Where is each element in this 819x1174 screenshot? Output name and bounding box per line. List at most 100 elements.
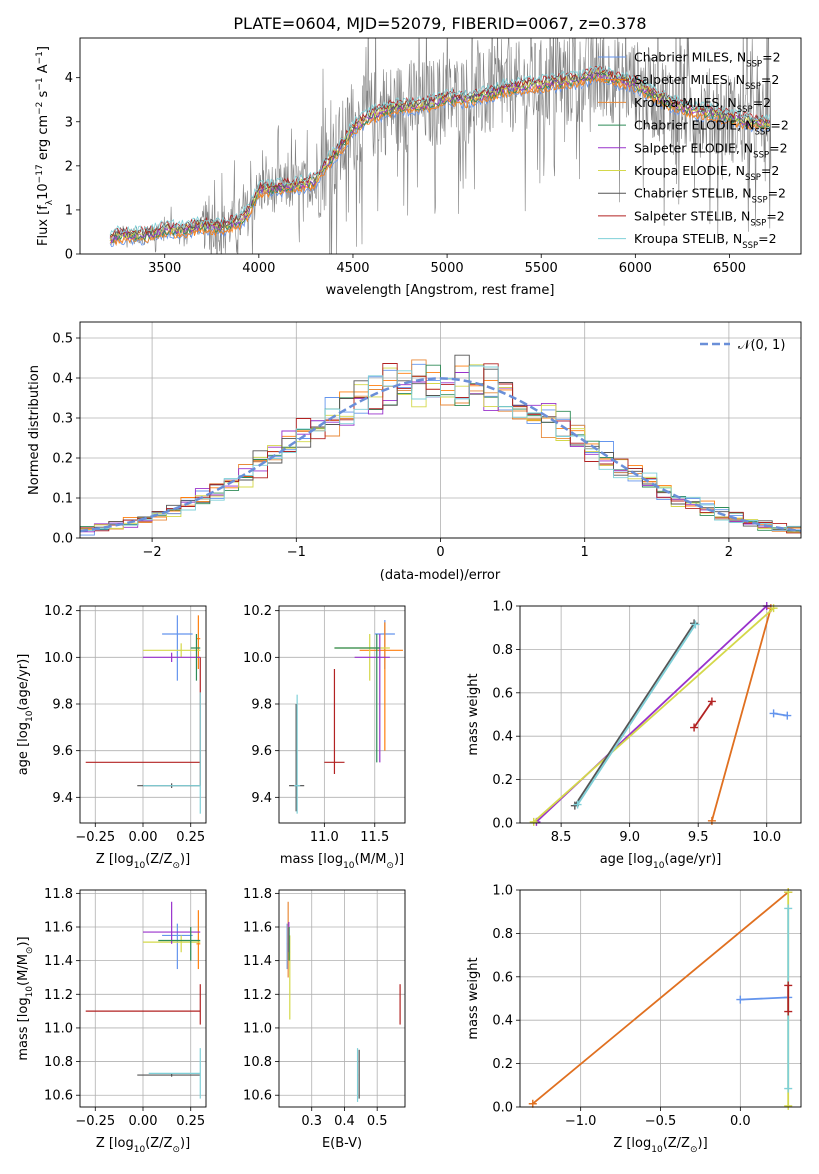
spectrum-ylabel-part: 10 bbox=[36, 183, 51, 200]
mass-vs-Z-frame bbox=[79, 889, 207, 1108]
mass-vs-Z-axes: −0.25 0.00 0.25 10.6 10.8 11.0 11.2 11.4 11.6 11.… bbox=[44, 887, 206, 1129]
weight-vs-Z-xlabel-part: 10 bbox=[651, 1145, 663, 1155]
mass-vs-ebv-ytick-label: 11.2 bbox=[243, 988, 272, 1003]
weight-vs-age-line bbox=[533, 607, 775, 823]
age-vs-Z-xlabel-part: ⊙ bbox=[172, 861, 180, 871]
weight-vs-age-marker bbox=[707, 697, 716, 706]
spectrum-xtick-label: 5000 bbox=[431, 261, 464, 276]
mass-vs-Z-ytick-label: 11.4 bbox=[44, 954, 73, 969]
age-vs-Z-frame bbox=[79, 605, 207, 824]
spectrum-ylabel: Flux [fλ10−17 erg cm−2 s−1 A−1] bbox=[35, 46, 55, 246]
age-vs-Z-xlabel-part: Z [log bbox=[96, 852, 134, 867]
spectrum-model-line bbox=[109, 72, 771, 244]
age-vs-mass-xlabel-part: (M/M bbox=[355, 852, 387, 867]
residuals-xtick-label: 1 bbox=[581, 545, 589, 560]
age-vs-Z-ylabel-part: 10 bbox=[25, 710, 35, 722]
weight-vs-Z-line bbox=[532, 891, 789, 1105]
spectrum-data-line bbox=[110, 38, 772, 254]
weight-vs-Z-line bbox=[740, 996, 789, 1001]
legend-label: Kroupa STELIB, NSSP=2 bbox=[634, 231, 777, 251]
mass-vs-Z-ytick-label: 10.8 bbox=[44, 1055, 73, 1070]
weight-vs-Z-xlabel-part: ⊙ bbox=[690, 1145, 698, 1155]
weight-vs-Z-ytick-label: 0.8 bbox=[492, 927, 513, 942]
weight-vs-Z-frame bbox=[519, 889, 802, 1108]
mass-vs-Z-ytick-label: 11.2 bbox=[44, 988, 73, 1003]
age-vs-Z-xtick-label: 0.00 bbox=[129, 830, 158, 845]
weight-vs-Z-xtick-label: −1.0 bbox=[565, 1114, 597, 1129]
legend-label-suffix: =2 bbox=[762, 50, 780, 65]
spectrum-model-line bbox=[109, 64, 771, 235]
mass-vs-Z-xtick-label: 0.25 bbox=[176, 1114, 205, 1129]
weight-vs-age-xtick-label: 10.0 bbox=[752, 830, 781, 845]
mass-vs-ebv-xtick-label: 0.5 bbox=[367, 1114, 388, 1129]
age-vs-mass-xtick-label: 11.5 bbox=[360, 830, 389, 845]
weight-vs-age-xlabel: age [log10(age/yr)] bbox=[600, 852, 722, 871]
weight-vs-Z-xtick-label: −0.5 bbox=[645, 1114, 677, 1129]
weight-vs-Z-ytick-label: 0.6 bbox=[492, 970, 513, 985]
mass-vs-ebv-xlabel-part: E(B-V) bbox=[322, 1136, 362, 1151]
spectrum-ytick-label: 3 bbox=[65, 115, 73, 130]
weight-vs-Z-ytick-label: 1.0 bbox=[492, 884, 513, 899]
weight-vs-age-marker bbox=[783, 711, 792, 720]
spectrum-ytick-label: 2 bbox=[65, 159, 73, 174]
weight-vs-Z-xtick-label: 0.0 bbox=[730, 1114, 751, 1129]
legend-label: Chabrier MILES, NSSP=2 bbox=[634, 50, 781, 70]
mass-vs-Z-xlabel: Z [log10(Z/Z⊙)] bbox=[96, 1136, 190, 1155]
spectrum-ylabel-part: −1 bbox=[35, 51, 45, 64]
normal-legend-label: 𝒩(0, 1) bbox=[738, 338, 785, 353]
spectrum-ylabel-part: Flux [f bbox=[36, 205, 51, 246]
residuals-xtick-label: 0 bbox=[436, 545, 444, 560]
age-vs-Z-xlabel-part: 10 bbox=[134, 861, 146, 871]
mass-vs-Z-xlabel-part: )] bbox=[180, 1136, 190, 1151]
mass-vs-Z-xlabel-part: 10 bbox=[134, 1145, 146, 1155]
mass-vs-Z-ylabel-part: ⊙ bbox=[25, 947, 35, 955]
weight-vs-age-line bbox=[711, 607, 772, 822]
legend-label: Salpeter MILES, NSSP=2 bbox=[634, 72, 779, 92]
weight-vs-age-xtick-label: 8.5 bbox=[551, 830, 572, 845]
mass-vs-ebv-axes: 0.3 0.4 0.5 10.6 10.8 11.0 11.2 11.4 11.6 11.8 bbox=[243, 887, 405, 1129]
age-vs-mass-ytick-label: 9.8 bbox=[251, 698, 272, 713]
mass-vs-ebv-frame bbox=[278, 889, 406, 1108]
weight-vs-Z-marker bbox=[736, 995, 745, 1004]
spectrum-ylabel-part: A bbox=[36, 64, 51, 77]
mass-vs-Z-ylabel-part: (M/M bbox=[16, 954, 31, 986]
residuals-xlabel: (data-model)/error bbox=[380, 568, 501, 583]
age-vs-mass-ytick-label: 10.0 bbox=[243, 651, 272, 666]
spectrum-ytick-label: 0 bbox=[65, 248, 73, 263]
residuals-xtick-label: 2 bbox=[725, 545, 733, 560]
weight-vs-age-marker bbox=[690, 723, 699, 732]
weight-vs-Z-marker bbox=[784, 888, 793, 897]
age-vs-Z-ytick-label: 9.6 bbox=[52, 744, 73, 759]
age-vs-mass-xtick-label: 11.0 bbox=[310, 830, 339, 845]
spectrum-model-line bbox=[109, 65, 771, 238]
spectrum-ylabel-part: s bbox=[36, 90, 51, 101]
weight-vs-age-marker bbox=[769, 709, 778, 718]
age-vs-Z-ytick-label: 10.2 bbox=[44, 604, 73, 619]
spectrum-ylabel-part: −17 bbox=[35, 164, 45, 183]
legend-label-sub: SSP bbox=[745, 82, 761, 92]
legend-label-sub: SSP bbox=[752, 196, 768, 206]
weight-vs-age-xtick-label: 9.5 bbox=[688, 830, 709, 845]
spectrum-xtick-label: 6000 bbox=[619, 261, 652, 276]
legend-label-text: Chabrier MILES, N bbox=[634, 50, 746, 65]
legend-label-sub: SSP bbox=[753, 150, 769, 160]
legend-label: Salpeter STELIB, NSSP=2 bbox=[634, 208, 785, 228]
mass-vs-Z-xlabel-part: Z [log bbox=[96, 1136, 134, 1151]
mass-vs-ebv-ytick-label: 11.0 bbox=[243, 1021, 272, 1036]
residuals-ytick-label: 0.1 bbox=[52, 492, 73, 507]
legend-label: Chabrier ELODIE, NSSP=2 bbox=[634, 118, 789, 138]
mass-vs-Z-ylabel-part: )] bbox=[16, 936, 31, 946]
age-vs-Z-xtick-label: 0.25 bbox=[176, 830, 205, 845]
legend-label-text: Salpeter ELODIE, N bbox=[634, 140, 753, 155]
legend-label-text: Salpeter STELIB, N bbox=[634, 208, 750, 223]
weight-vs-age-xtick-label: 9.0 bbox=[619, 830, 640, 845]
weight-vs-Z-xlabel-part: Z [log bbox=[613, 1136, 651, 1151]
mass-vs-ebv-ytick-label: 10.6 bbox=[243, 1089, 272, 1104]
weight-vs-Z-marker bbox=[528, 1099, 537, 1108]
spectrum-model-line bbox=[109, 69, 771, 238]
weight-vs-age-marker bbox=[573, 800, 582, 809]
age-vs-Z-ylabel-part: (age/yr)] bbox=[16, 654, 31, 711]
legend-label-text: Chabrier STELIB, N bbox=[634, 186, 752, 201]
normal-curve bbox=[80, 377, 801, 533]
